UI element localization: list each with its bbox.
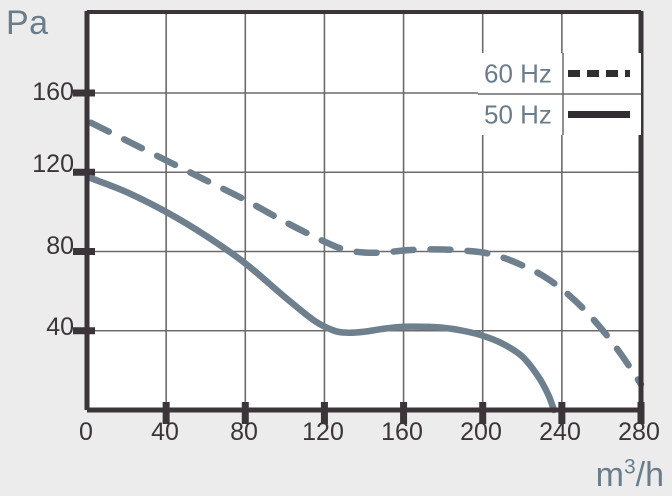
curve-60-hz [87, 119, 645, 388]
y-tick-label-80: 80 [46, 232, 74, 260]
axis-ticks [73, 89, 645, 424]
y-tick-label-40: 40 [46, 313, 74, 341]
legend-label-60-hz: 60 Hz [484, 59, 552, 89]
y-tick-label-120: 120 [32, 150, 74, 178]
x-axis-unit-base: m [595, 456, 624, 494]
legend: 60 Hz 50 Hz [478, 53, 641, 135]
x-axis-unit-label: m3/h [595, 455, 664, 494]
curve-50-hz [87, 174, 558, 414]
x-tick-label-0: 0 [79, 418, 93, 446]
curve-group [87, 119, 645, 414]
legend-label-50-hz: 50 Hz [484, 100, 552, 130]
x-axis-unit-exponent: 3 [623, 455, 636, 479]
x-axis-unit-tail: /h [635, 456, 664, 494]
y-axis-unit-label: Pa [6, 4, 49, 42]
y-tick-label-160: 160 [32, 78, 74, 106]
